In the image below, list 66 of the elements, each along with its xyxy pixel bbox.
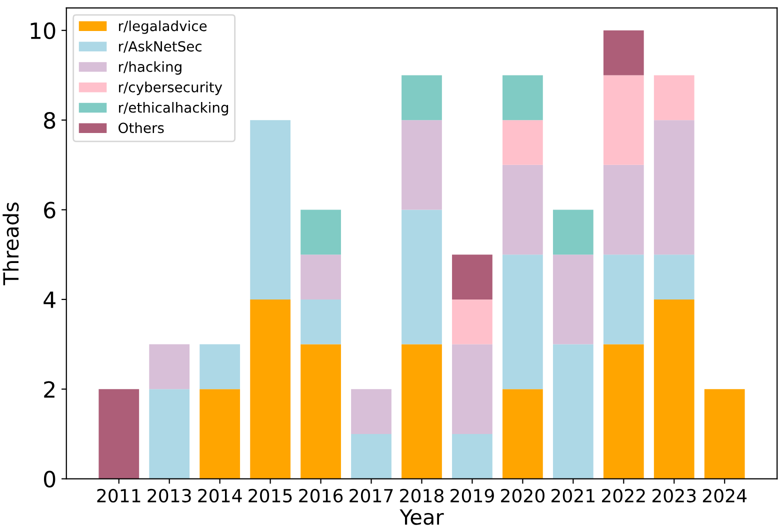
bar — [452, 344, 492, 434]
legend-label: r/ethicalhacking — [119, 102, 228, 116]
x-tick-label: 2014 — [198, 488, 242, 502]
legend-label: r/hacking — [119, 61, 182, 75]
bar — [300, 254, 341, 300]
x-tick-label: 2016 — [299, 488, 343, 502]
x-tick-label: 2011 — [97, 488, 140, 502]
bar — [603, 254, 644, 344]
legend-label: Others — [118, 122, 164, 134]
bar — [502, 389, 543, 479]
y-tick-label: 4 — [44, 292, 56, 308]
bar — [200, 389, 240, 479]
bar — [502, 120, 543, 165]
x-tick-label: 2018 — [400, 488, 444, 502]
legend-label: r/AskNetSec — [119, 40, 202, 53]
bar — [654, 299, 694, 479]
bar — [351, 434, 392, 479]
bar — [552, 254, 594, 344]
y-tick-label: 2 — [44, 381, 54, 398]
bar — [552, 344, 594, 479]
bar — [402, 75, 442, 120]
y-tick-label: 0 — [44, 470, 56, 488]
x-tick-label: 2015 — [248, 488, 292, 502]
x-tick-label: 2019 — [450, 488, 494, 502]
bar — [149, 344, 190, 390]
bar — [452, 299, 492, 344]
bar — [502, 254, 543, 390]
x-tick-label: 2013 — [148, 488, 191, 502]
x-tick-label: 2023 — [652, 488, 696, 502]
bar — [654, 120, 694, 255]
bar — [654, 75, 694, 120]
bar — [402, 210, 442, 344]
bar — [603, 344, 644, 479]
bar — [603, 30, 644, 76]
y-tick-label: 6 — [44, 202, 56, 219]
bar — [402, 344, 442, 479]
bar — [502, 75, 543, 120]
bar — [300, 299, 341, 344]
bar — [452, 254, 492, 300]
bar — [402, 120, 442, 210]
x-axis-title: Year — [400, 509, 444, 525]
bar — [250, 120, 290, 300]
bar — [250, 299, 290, 479]
bar — [98, 389, 140, 479]
bar — [603, 75, 644, 165]
bar — [300, 344, 341, 479]
y-axis-title: Threads — [2, 202, 19, 286]
y-tick-label: 8 — [44, 112, 56, 129]
x-tick-label: 2021 — [552, 488, 594, 502]
bar — [603, 164, 644, 255]
bar — [452, 434, 492, 479]
legend-label: r/cybersecurity — [119, 82, 222, 96]
bar — [502, 164, 543, 255]
bar — [351, 389, 392, 434]
bar — [552, 210, 594, 255]
x-tick-label: 2020 — [501, 488, 544, 502]
y-tick-label: 10 — [30, 22, 56, 40]
bar — [704, 389, 745, 479]
x-tick-label: 2022 — [602, 488, 645, 502]
bar — [149, 389, 190, 479]
x-tick-label: 2017 — [350, 488, 393, 502]
bar — [654, 254, 694, 300]
bar — [300, 210, 341, 255]
x-tick-label: 2024 — [702, 488, 747, 502]
bar — [200, 344, 240, 390]
legend-label: r/legaladvice — [119, 20, 207, 34]
